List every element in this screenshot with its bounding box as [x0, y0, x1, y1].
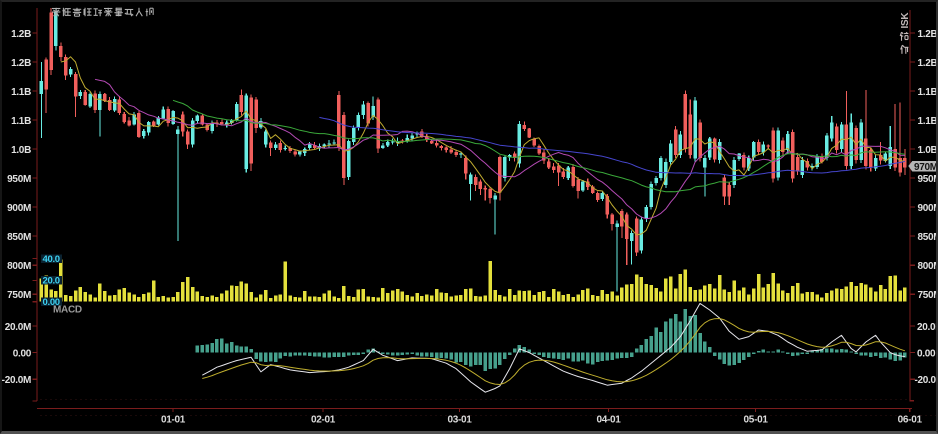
svg-text:950M: 950M: [7, 174, 31, 185]
svg-text:01-01: 01-01: [161, 415, 186, 426]
svg-text:850M: 850M: [7, 232, 31, 243]
svg-text:900M: 900M: [918, 203, 938, 214]
svg-text:20.0M: 20.0M: [917, 322, 938, 333]
svg-text:1.2B: 1.2B: [918, 58, 938, 69]
svg-text:1.1B: 1.1B: [11, 116, 31, 127]
svg-text:950M: 950M: [918, 174, 938, 185]
svg-text:1.1B: 1.1B: [11, 87, 31, 98]
svg-text:0.00: 0.00: [43, 297, 60, 308]
svg-text:03-01: 03-01: [447, 415, 472, 426]
svg-text:-20.0M: -20.0M: [915, 375, 938, 386]
svg-text:20.0: 20.0: [43, 275, 60, 286]
svg-text:850M: 850M: [918, 232, 938, 243]
svg-text:800M: 800M: [7, 261, 31, 272]
svg-text:0.00: 0.00: [917, 349, 936, 360]
svg-text:MACD: MACD: [53, 305, 82, 316]
svg-text:-20.0M: -20.0M: [2, 375, 31, 386]
svg-text:970M: 970M: [914, 162, 938, 173]
svg-text:750M: 750M: [7, 290, 31, 301]
svg-text:750M: 750M: [918, 290, 938, 301]
svg-text:1.1B: 1.1B: [918, 116, 938, 127]
svg-text:1.2B: 1.2B: [11, 58, 31, 69]
svg-text:ISK: ISK: [900, 12, 911, 29]
svg-text:1.1B: 1.1B: [918, 87, 938, 98]
svg-text:1.0B: 1.0B: [918, 145, 938, 156]
svg-text:900M: 900M: [7, 203, 31, 214]
svg-text:02-01: 02-01: [311, 415, 336, 426]
svg-text:40.0: 40.0: [43, 254, 60, 265]
svg-text:04-01: 04-01: [596, 415, 621, 426]
svg-text:800M: 800M: [918, 261, 938, 272]
svg-text:05-01: 05-01: [744, 415, 769, 426]
svg-text:1.2B: 1.2B: [918, 29, 938, 40]
svg-text:0.00: 0.00: [13, 349, 32, 360]
svg-text:06-01: 06-01: [898, 415, 923, 426]
svg-text:20.0M: 20.0M: [5, 322, 31, 333]
svg-text:1.0B: 1.0B: [11, 145, 31, 156]
svg-text:1.2B: 1.2B: [11, 29, 31, 40]
